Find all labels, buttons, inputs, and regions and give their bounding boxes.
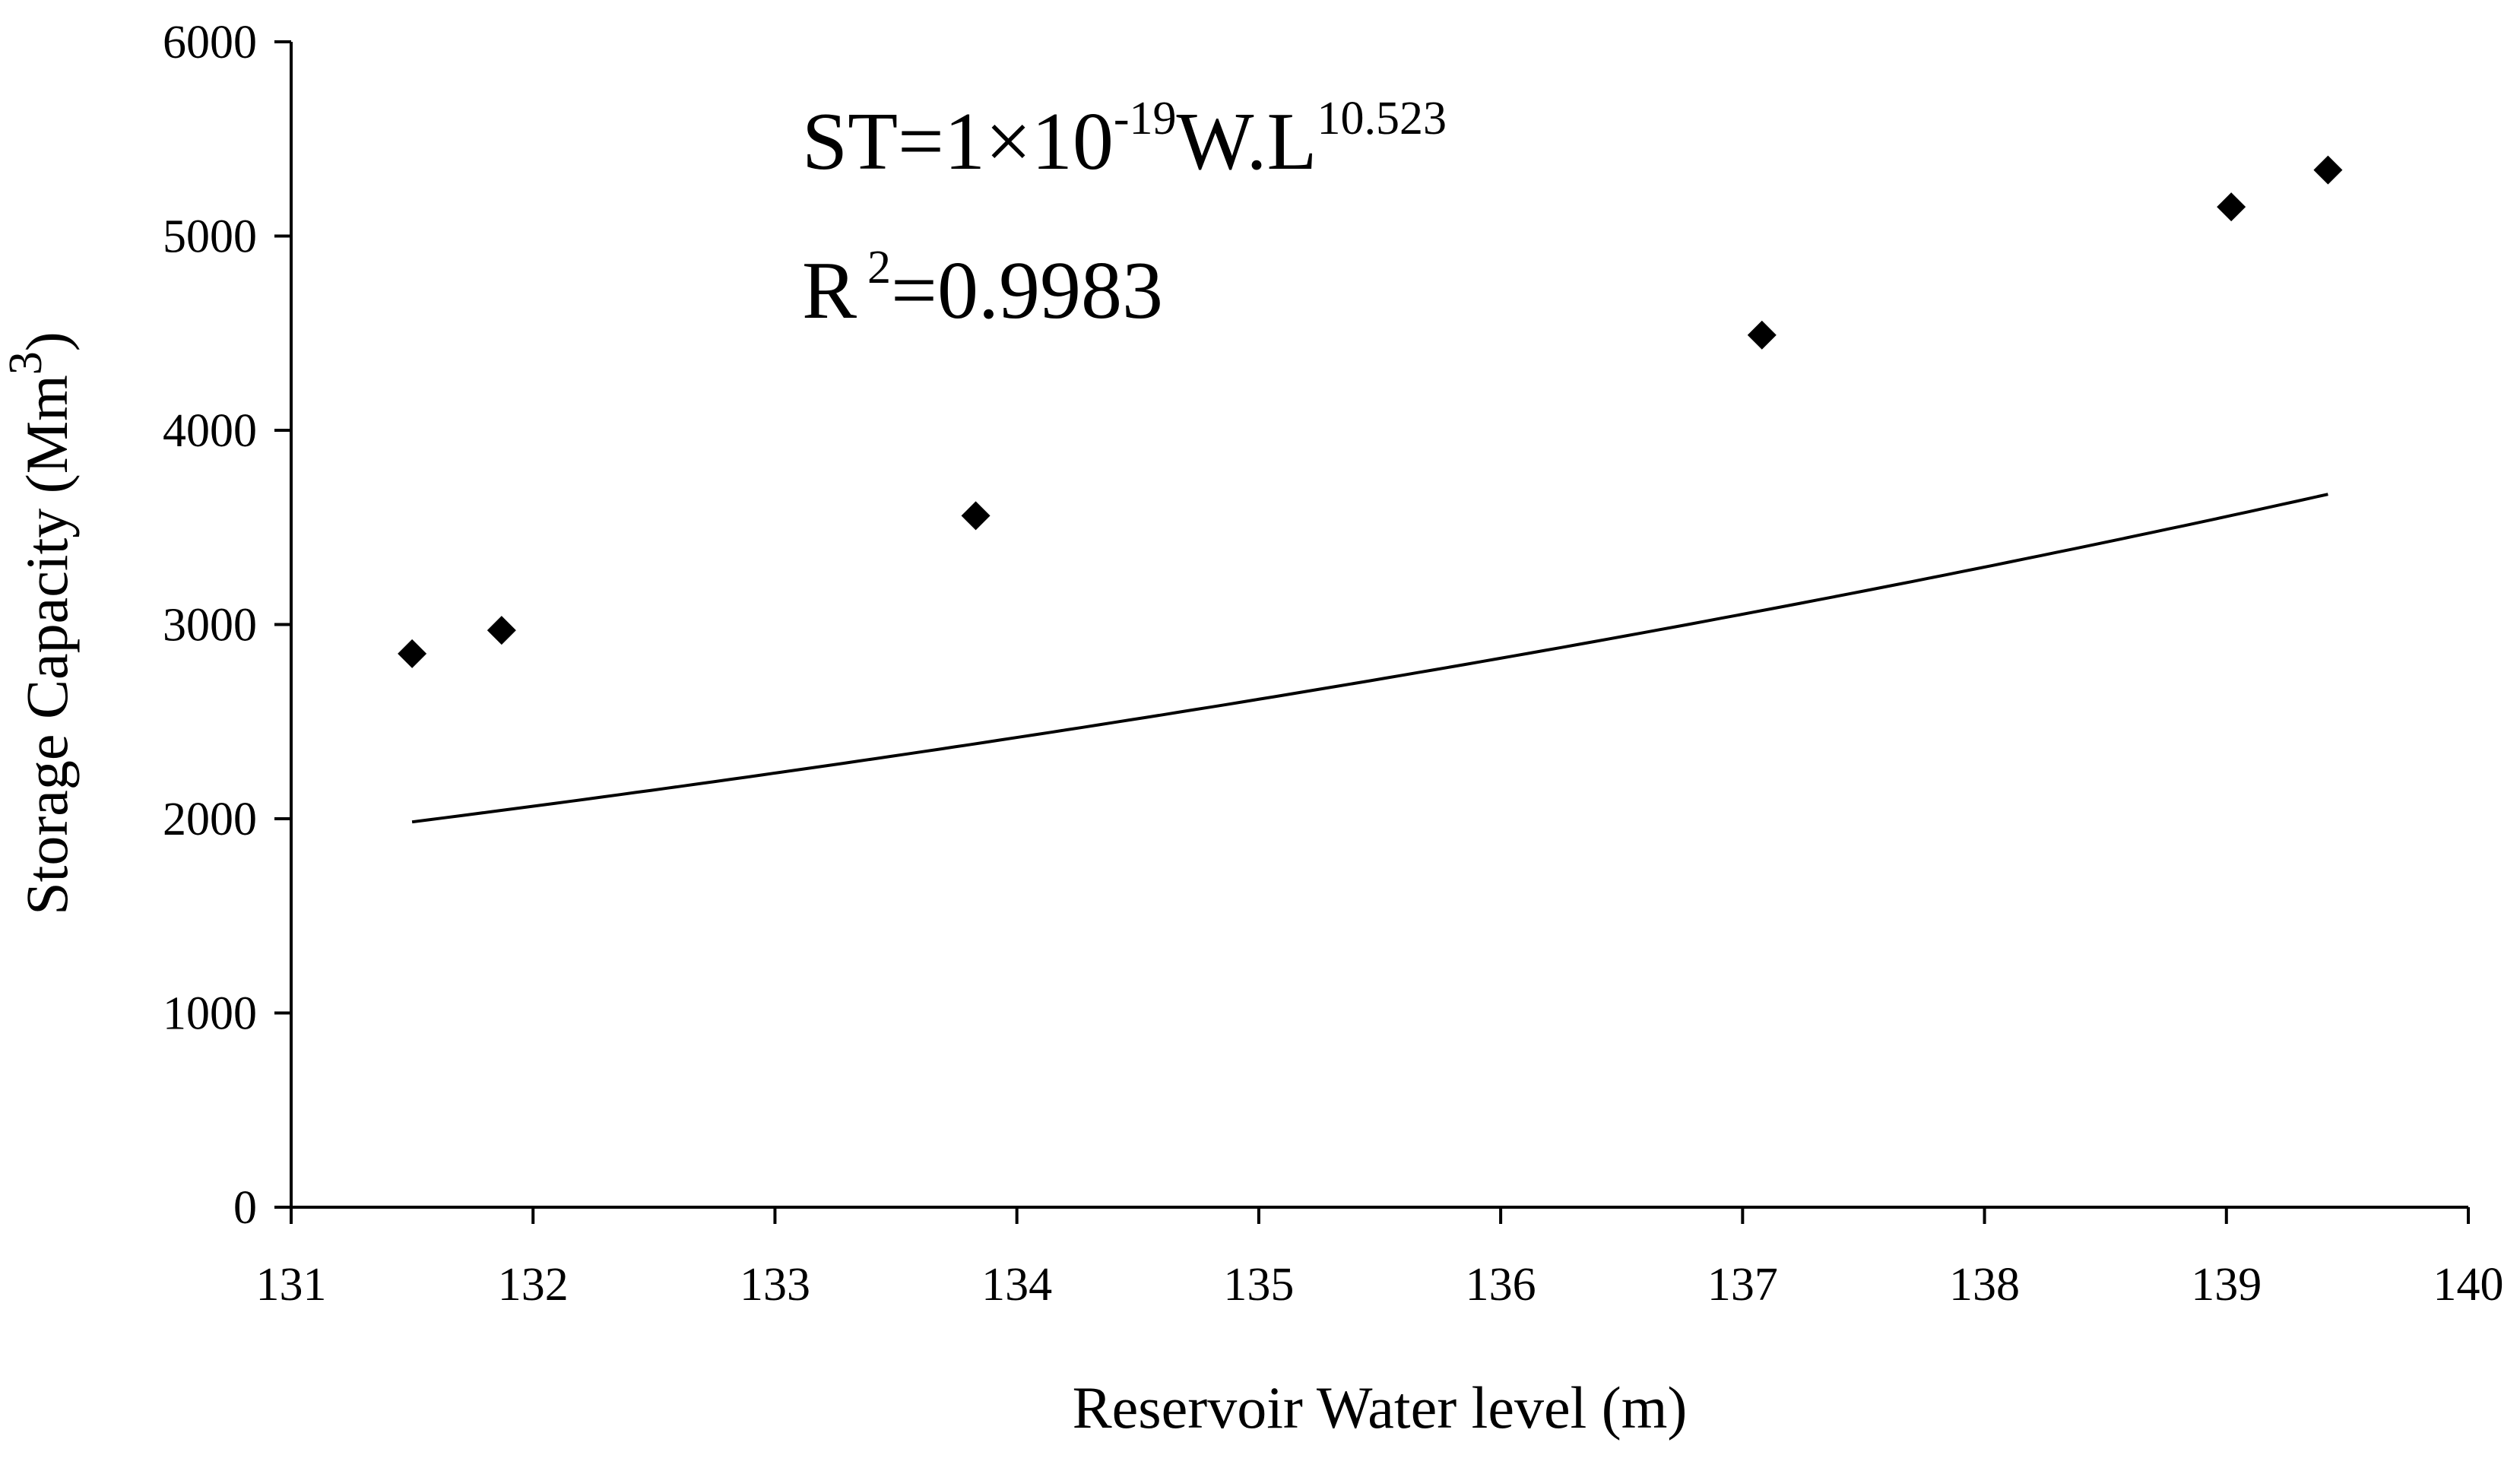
y-axis-title-superscript: 3 xyxy=(0,351,52,375)
x-tick-label: 131 xyxy=(256,1259,327,1311)
y-tick-label: 3000 xyxy=(163,600,257,651)
y-tick-label: 1000 xyxy=(163,988,257,1040)
y-axis-title: Storage Capacity (Mm3) xyxy=(0,331,80,915)
x-tick-label: 139 xyxy=(2191,1259,2262,1311)
data-point-diamond xyxy=(487,616,516,645)
r-squared-annotation: R 2=0.9983 xyxy=(802,242,1163,336)
data-point-diamond xyxy=(2313,155,2343,185)
data-points xyxy=(398,155,2343,668)
y-tick-label: 0 xyxy=(233,1182,257,1234)
equation-annotation: ST=1×10-19W.L10.523 xyxy=(802,93,1447,187)
y-tick-label: 4000 xyxy=(163,405,257,457)
equation-exponent-1: -19 xyxy=(1114,93,1177,144)
x-tick-label: 133 xyxy=(740,1259,810,1311)
equation-exponent-2: 10.523 xyxy=(1317,93,1447,144)
data-point-diamond xyxy=(398,639,427,668)
x-tick-label: 132 xyxy=(498,1259,569,1311)
equation-prefix: ST=1×10 xyxy=(802,97,1114,187)
r-squared-prefix: R xyxy=(802,246,857,336)
y-tick-label: 6000 xyxy=(163,17,257,68)
data-point-diamond xyxy=(1747,320,1777,350)
x-tick-label: 138 xyxy=(1949,1259,2020,1311)
trendline xyxy=(411,493,2328,824)
x-tick-label: 137 xyxy=(1707,1259,1778,1311)
x-tick-label: 136 xyxy=(1466,1259,1536,1311)
ticks: 0 1000 2000 3000 4000 5000 6000 131 132 133 134 135… xyxy=(163,17,2504,1311)
y-tick-label: 2000 xyxy=(163,794,257,845)
y-axis-title-main: Storage Capacity (Mm xyxy=(14,375,80,915)
r-squared-value: =0.9983 xyxy=(891,246,1163,336)
y-axis-title-close: ) xyxy=(14,331,80,351)
x-tick-label: 135 xyxy=(1223,1259,1294,1311)
x-tick-label: 134 xyxy=(981,1259,1052,1311)
y-tick-label: 5000 xyxy=(163,211,257,263)
r-squared-text: R 2=0.9983 xyxy=(802,242,1163,336)
data-point-diamond xyxy=(961,501,991,531)
axes xyxy=(290,42,2468,1209)
trendline-group xyxy=(411,493,2328,824)
x-axis-title: Reservoir Water level (m) xyxy=(1073,1374,1688,1441)
x-tick-label: 140 xyxy=(2433,1259,2504,1311)
equation-middle: W.L xyxy=(1177,97,1317,187)
equation-text: ST=1×10-19W.L10.523 xyxy=(802,93,1447,187)
data-point-diamond xyxy=(2217,192,2246,222)
r-squared-superscript: 2 xyxy=(867,242,891,293)
